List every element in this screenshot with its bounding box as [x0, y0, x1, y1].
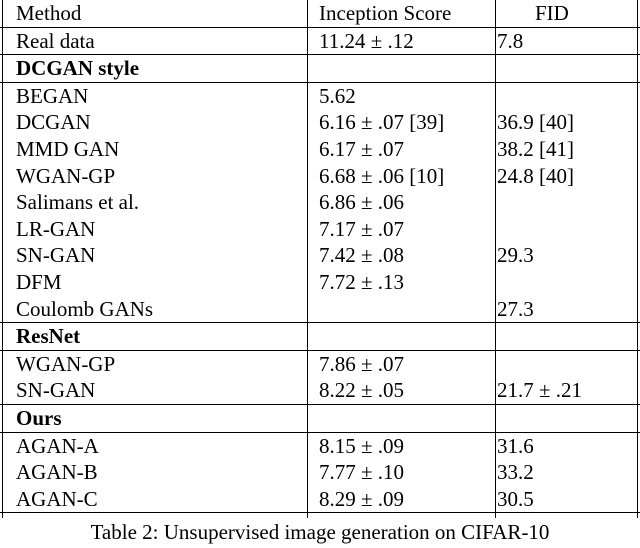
table-row: AGAN-B 7.77 ± .10 33.2	[0, 459, 640, 486]
cell-fid: 29.3	[497, 243, 534, 268]
cell-inception-score: 7.42 ± .08	[319, 243, 405, 268]
cell-inception-score: 6.86 ± .06	[319, 190, 405, 215]
cell-method: AGAN-B	[16, 460, 98, 485]
table-row: MMD GAN 6.17 ± .07 38.2 [41]	[0, 136, 640, 163]
table-right-border	[637, 0, 639, 518]
cell-method: DCGAN	[16, 110, 91, 135]
table-row: LR-GAN 7.17 ± .07	[0, 216, 640, 243]
cell-method: Coulomb GANs	[16, 296, 154, 321]
cell-fid: 30.5	[495, 485, 640, 514]
table-row: Salimans et al. 6.86 ± .06	[0, 189, 640, 216]
table-row: DFM 7.72 ± .13	[0, 269, 640, 296]
cell-inception-score: 8.22 ± .05	[319, 378, 405, 403]
cell-fid	[495, 189, 640, 216]
cell-inception-score: 5.62	[319, 83, 356, 108]
column-separator	[307, 0, 309, 518]
cell-method: BEGAN	[16, 83, 89, 108]
table-caption: Table 2: Unsupervised image generation o…	[90, 520, 550, 544]
table-row: SN-GAN 8.22 ± .05 21.7 ± .21	[0, 377, 640, 404]
cell-method: Real data	[16, 28, 95, 53]
results-table: Method Inception Score FID Real data 11.…	[0, 0, 640, 514]
cell-inception-score: 6.16 ± .07 [39]	[319, 110, 445, 135]
cell-inception-score-best: 8.29 ± .09	[307, 485, 495, 514]
table-row: WGAN-GP 7.86 ± .07	[0, 350, 640, 377]
header-fid: FID	[535, 1, 569, 25]
cell-method: Salimans et al.	[16, 190, 140, 215]
group-header-ours: Ours	[0, 403, 640, 433]
cell-inception-score: 8.15 ± .09	[319, 433, 405, 458]
group-header-dcgan-style: DCGAN style	[0, 54, 640, 83]
cell-method: SN-GAN	[16, 378, 96, 403]
cell-method: WGAN-GP	[16, 163, 116, 188]
group-title: DCGAN style	[0, 54, 640, 83]
cell-fid: 33.2	[497, 460, 534, 485]
cell-fid	[495, 350, 640, 377]
cell-fid	[495, 216, 640, 243]
table-row: Coulomb GANs 27.3	[0, 296, 640, 323]
cell-method: LR-GAN	[16, 216, 96, 241]
cell-fid: 27.3	[497, 296, 534, 321]
table-row: DCGAN 6.16 ± .07 [39] 36.9 [40]	[0, 109, 640, 136]
cell-fid: 36.9 [40]	[497, 110, 574, 135]
cell-inception-score: 7.17 ± .07	[319, 216, 405, 241]
table-row: BEGAN 5.62	[0, 82, 640, 109]
cell-inception-score	[307, 296, 495, 323]
table-header-row: Method Inception Score FID	[0, 0, 640, 28]
cell-inception-score: 7.86 ± .07	[319, 351, 405, 376]
cell-fid-best: 21.7 ± .21	[497, 378, 583, 403]
header-method: Method	[16, 1, 82, 25]
cell-method: AGAN-A	[16, 433, 99, 458]
cell-inception-score: 11.24 ± .12	[319, 28, 414, 53]
cell-fid: 31.6	[497, 433, 534, 458]
cell-inception-score: 7.72 ± .13	[319, 269, 405, 294]
column-separator	[495, 0, 497, 518]
group-title: ResNet	[0, 322, 640, 351]
cell-inception-score: 6.17 ± .07	[319, 136, 405, 161]
cell-method: SN-GAN	[16, 243, 96, 268]
header-inception-score: Inception Score	[319, 1, 452, 25]
cell-fid: 38.2 [41]	[497, 136, 574, 161]
cell-fid: 24.8 [40]	[497, 163, 574, 188]
cell-fid	[495, 82, 640, 109]
cell-inception-score: 6.68 ± .06 [10]	[319, 163, 445, 188]
cell-method: DFM	[16, 269, 62, 294]
cell-method: AGAN-C	[0, 485, 307, 514]
table-row: AGAN-A 8.15 ± .09 31.6	[0, 432, 640, 459]
cell-fid: 7.8	[497, 28, 524, 53]
cell-method: MMD GAN	[16, 136, 120, 161]
group-header-resnet: ResNet	[0, 322, 640, 351]
cell-method: WGAN-GP	[16, 351, 116, 376]
table-row-real-data: Real data 11.24 ± .12 7.8	[0, 27, 640, 55]
table-row: SN-GAN 7.42 ± .08 29.3	[0, 242, 640, 269]
group-title: Ours	[0, 403, 640, 433]
cell-inception-score: 7.77 ± .10	[319, 460, 405, 485]
table-row: WGAN-GP 6.68 ± .06 [10] 24.8 [40]	[0, 163, 640, 190]
table-left-border	[2, 0, 4, 518]
cell-fid	[495, 269, 640, 296]
table-row: AGAN-C 8.29 ± .09 30.5	[0, 485, 640, 514]
